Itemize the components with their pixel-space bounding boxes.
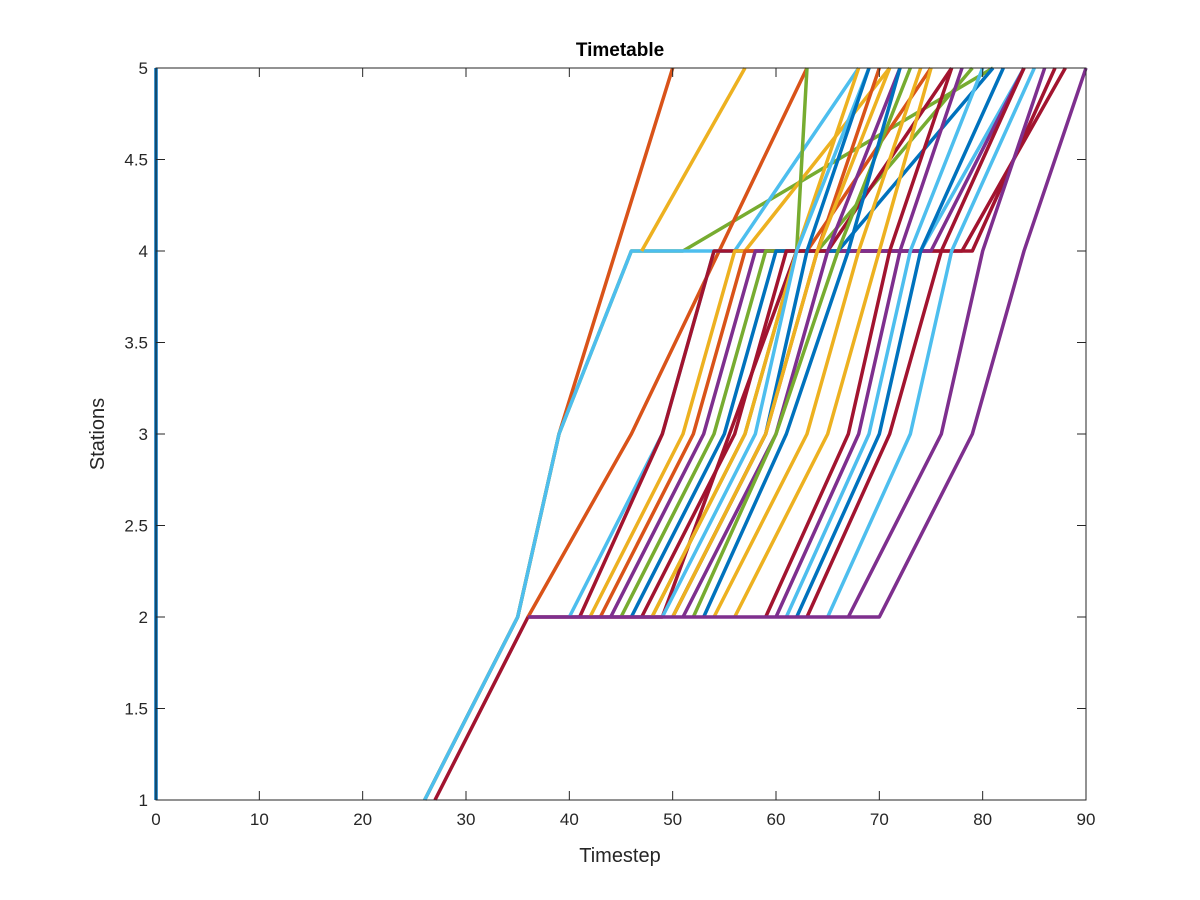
series-line-25 <box>712 67 923 618</box>
x-tick-label: 60 <box>767 810 786 829</box>
series-line-14 <box>629 66 995 618</box>
series-line-15 <box>640 67 954 618</box>
y-tick-label: 4 <box>139 242 148 261</box>
series-line-31 <box>805 67 1026 618</box>
series-line-5 <box>433 67 1057 801</box>
series-line-12 <box>609 67 1026 618</box>
x-tick-label: 90 <box>1077 810 1096 829</box>
y-tick-label: 3 <box>139 425 148 444</box>
plot-background <box>156 68 1086 800</box>
y-tick-label: 5 <box>139 59 148 78</box>
x-tick-label: 10 <box>250 810 269 829</box>
x-tick-label: 0 <box>151 810 160 829</box>
chart-title: Timetable <box>576 40 664 61</box>
y-tick-label: 2 <box>139 608 148 627</box>
x-tick-label: 30 <box>457 810 476 829</box>
plot-area <box>156 68 1086 800</box>
x-tick-label: 80 <box>973 810 992 829</box>
series-line-28 <box>774 67 964 618</box>
series-line-17 <box>650 67 861 618</box>
y-tick-label: 2.5 <box>124 517 148 536</box>
series-line-10 <box>588 66 892 618</box>
y-tick-label: 4.5 <box>124 151 148 170</box>
x-tick-label: 50 <box>663 810 682 829</box>
series-line-30 <box>795 67 1005 618</box>
series-line-21 <box>671 67 892 618</box>
x-axis-label: Timestep <box>579 845 661 867</box>
series-line-24 <box>702 67 902 618</box>
x-ticks: 0 10 20 30 40 50 60 70 80 90 <box>151 68 1095 829</box>
series-line-18 <box>660 67 871 618</box>
y-tick-label: 3.5 <box>124 334 148 353</box>
series-line-11 <box>598 67 933 618</box>
x-tick-label: 20 <box>353 810 372 829</box>
series-layer <box>154 66 1088 801</box>
x-tick-label: 70 <box>870 810 889 829</box>
series-line-29 <box>784 67 985 618</box>
y-tick-label: 1.5 <box>124 700 148 719</box>
series-line-34 <box>528 67 1088 619</box>
y-axis-label: Stations <box>87 398 109 470</box>
series-line-27 <box>764 67 954 618</box>
series-line-32 <box>826 67 1036 618</box>
series-line-4 <box>423 67 1026 801</box>
series-line-6 <box>526 67 809 618</box>
y-tick-label: 1 <box>139 791 148 810</box>
y-ticks: 1 1.5 2 2.5 3 3.5 4 4.5 5 <box>124 59 1086 810</box>
x-tick-label: 40 <box>560 810 579 829</box>
series-line-33 <box>846 67 1047 618</box>
series-line-7 <box>640 67 747 252</box>
series-line-22 <box>681 67 902 618</box>
series-line-26 <box>733 67 933 618</box>
